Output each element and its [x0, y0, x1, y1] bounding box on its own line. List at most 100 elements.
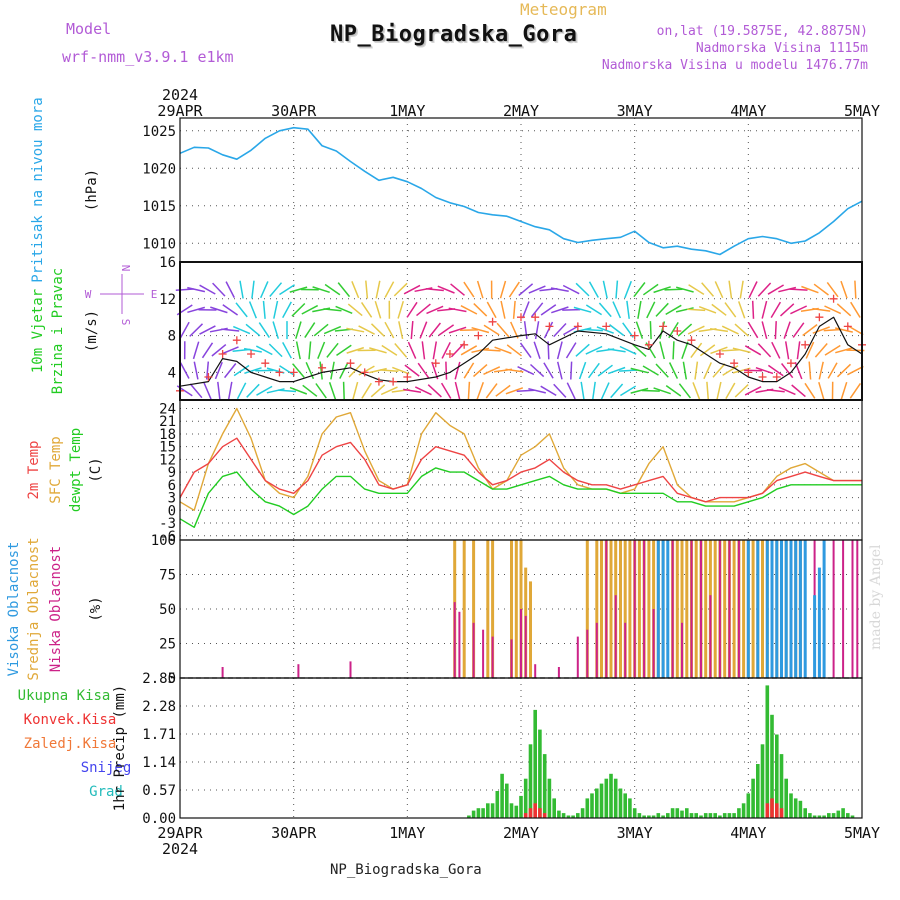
- precip-bar-0: [685, 808, 689, 818]
- wind-barb: [496, 322, 510, 338]
- wind-barb: [210, 306, 228, 314]
- wind-gust-marker: [730, 359, 739, 368]
- precip-bar-0: [703, 813, 708, 818]
- wind-barb: [626, 300, 630, 319]
- wind-barb: [792, 322, 805, 338]
- pressure-line: [179, 126, 863, 256]
- wind-barb: [450, 283, 465, 296]
- wind-barb: [233, 364, 250, 377]
- wind-barb: [528, 285, 546, 294]
- wind-barb: [392, 366, 410, 375]
- wind-barb: [711, 303, 727, 316]
- precip-bar-0: [505, 783, 509, 818]
- wind-barb: [278, 389, 297, 393]
- wind-barb: [529, 363, 545, 378]
- wind-barb: [706, 381, 710, 400]
- wind-barb: [510, 321, 519, 339]
- wind-barb: [248, 301, 257, 319]
- precip-bar-0: [846, 813, 850, 818]
- temperature-ytick-label: 18: [159, 427, 176, 443]
- wind-barb: [224, 363, 237, 379]
- x-tick-label-top: 4MAY: [730, 102, 766, 120]
- wind-barb: [212, 282, 226, 297]
- wind-barb: [407, 341, 417, 359]
- wind-barb: [486, 301, 497, 319]
- cloud-bar-2: [756, 540, 760, 678]
- cloud-bar-0: [694, 540, 698, 678]
- wind-barb: [612, 301, 622, 319]
- precip-bar-0: [680, 810, 684, 818]
- footer-station: NP_Biogradska_Gora: [330, 862, 482, 878]
- precip-bar-0: [523, 778, 528, 818]
- cloud-bar-2: [813, 595, 817, 678]
- precip-legend-2: Zaledj.Kisa: [24, 736, 117, 752]
- pressure-axis-title: Pritisak na nivou mora: [30, 97, 46, 282]
- wind-barb: [748, 281, 758, 299]
- wind-barb: [406, 301, 418, 318]
- cloud-bar-2: [817, 567, 821, 678]
- wind-barb: [476, 280, 484, 299]
- wind-barb: [255, 345, 273, 356]
- wind-barb: [659, 341, 666, 360]
- wind-barb: [818, 381, 825, 400]
- wind-barb: [323, 308, 342, 312]
- cloud-bar-0: [595, 540, 599, 678]
- wind-barb: [534, 321, 540, 340]
- wind-barb: [187, 286, 206, 293]
- wind-barb: [632, 343, 647, 357]
- wind-barb: [519, 342, 532, 359]
- precip-bar-1: [533, 803, 537, 818]
- cloud-bar-1: [614, 595, 617, 678]
- precip-legend-0: Ukupna Kisa: [18, 688, 111, 704]
- precip-bar-0: [779, 754, 784, 818]
- temperature-ytick-label: 9: [168, 465, 176, 481]
- wind-barb: [179, 321, 190, 339]
- precip-bar-0: [775, 734, 779, 818]
- cloud-bar-1: [671, 540, 674, 678]
- pressure-panel: 1010 1015 1020 1025: [142, 118, 862, 262]
- precip-bar-0: [467, 815, 471, 818]
- wind-gust-marker: [374, 377, 383, 386]
- precip-bar-0: [585, 798, 590, 818]
- wind-barb: [295, 341, 301, 360]
- precip-bar-1: [538, 808, 542, 818]
- precip-bar-0: [632, 808, 637, 818]
- wind-barb: [620, 385, 637, 397]
- wind-barb: [813, 283, 829, 296]
- cloud-bar-2: [803, 540, 807, 678]
- wind-barb: [384, 321, 395, 339]
- cloud-ytick-label: 50: [159, 602, 176, 618]
- wind-barb: [854, 280, 857, 299]
- wind-barb: [550, 287, 569, 292]
- wind-barb: [835, 327, 853, 333]
- precip-bar-0: [756, 764, 760, 818]
- wind-gust-marker: [218, 350, 227, 358]
- precip-bar-0: [751, 778, 755, 818]
- wind-barb: [596, 326, 614, 334]
- precip-bar-0: [836, 810, 841, 818]
- wind-barb: [664, 288, 683, 291]
- model-elevation: Nadmorska Visina u modelu 1476.77m: [601, 58, 868, 73]
- precip-bar-1: [770, 798, 774, 818]
- wind-barb: [410, 321, 414, 340]
- wind-gust-marker: [573, 322, 582, 331]
- wind-barb: [584, 328, 603, 332]
- precip-bar-0: [708, 813, 713, 818]
- cloud-unit-label: (%): [88, 596, 104, 621]
- wind-barb: [448, 307, 467, 313]
- wind-barb: [737, 301, 746, 319]
- wind-barb: [269, 282, 283, 297]
- wind-barb: [483, 324, 500, 336]
- temperature-ytick-label: 6: [168, 478, 176, 494]
- wind-gust-marker: [644, 340, 653, 349]
- wind-gust-marker: [289, 368, 298, 377]
- wind-barb: [778, 386, 796, 396]
- cloud-bar-1: [643, 540, 646, 678]
- compass-north: N: [119, 265, 132, 272]
- temperature-ytick-label: 15: [159, 440, 176, 456]
- wind-barb: [397, 300, 405, 319]
- wind-gust-marker: [545, 322, 554, 331]
- wind-barb: [360, 301, 373, 318]
- wind-barb: [295, 321, 302, 339]
